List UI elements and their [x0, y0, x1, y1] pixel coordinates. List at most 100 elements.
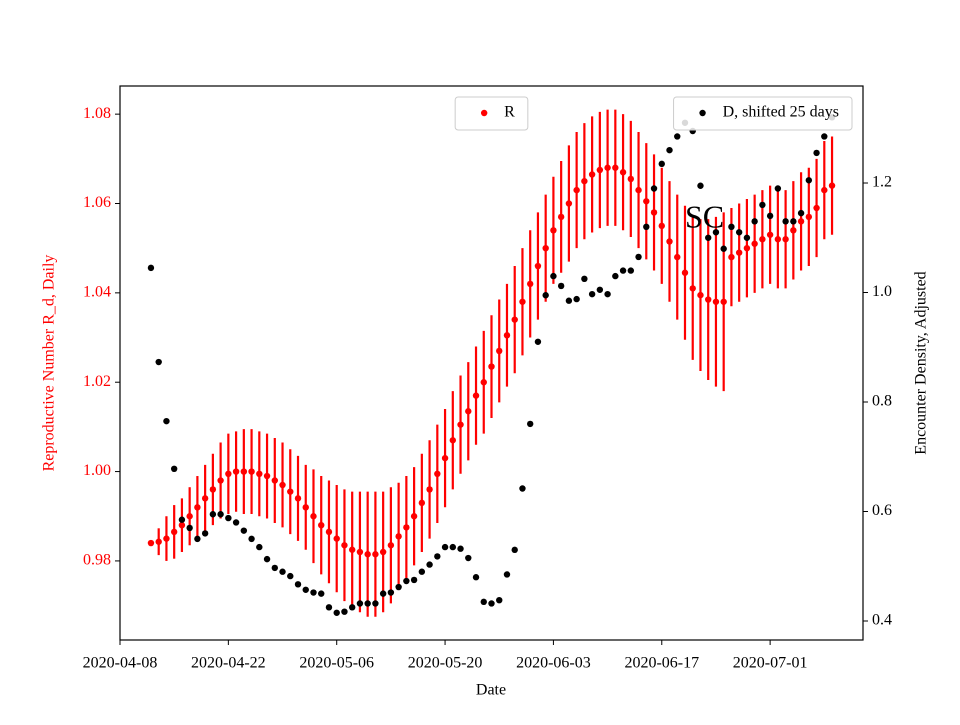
- point: [534, 262, 542, 270]
- point: [681, 269, 689, 276]
- legend: D, shifted 25 days: [673, 96, 853, 131]
- y-tick-label: 1.00: [83, 462, 111, 479]
- point: [225, 470, 232, 477]
- y-tick-label: 1.08: [83, 105, 111, 122]
- point: [573, 295, 580, 303]
- point: [472, 392, 480, 399]
- point: [287, 572, 294, 580]
- point: [256, 543, 263, 551]
- point: [650, 185, 658, 192]
- point: [163, 417, 170, 425]
- point: [581, 275, 588, 283]
- legend-box: [454, 96, 529, 131]
- point: [581, 177, 588, 185]
- point: [209, 486, 217, 493]
- point: [410, 513, 418, 520]
- point: [519, 485, 526, 492]
- point: [627, 175, 635, 183]
- point: [155, 358, 162, 366]
- y2-tick-label: 0.8: [872, 393, 892, 410]
- point: [542, 244, 549, 252]
- point: [341, 608, 348, 615]
- point: [488, 363, 495, 370]
- x-tick-label: 2020-07-01: [733, 655, 808, 672]
- point: [635, 253, 642, 261]
- point: [449, 437, 457, 444]
- x-tick-label: 2020-05-06: [299, 655, 374, 672]
- y-tick-label: 0.98: [83, 552, 111, 569]
- x-tick-label: 2020-06-03: [516, 655, 591, 672]
- point: [782, 236, 789, 243]
- point: [178, 521, 186, 529]
- point: [697, 291, 704, 299]
- point: [557, 213, 565, 221]
- legend-marker: [480, 109, 488, 117]
- point: [534, 338, 542, 345]
- point: [604, 164, 611, 171]
- point: [735, 249, 743, 256]
- point: [735, 229, 743, 236]
- point: [496, 596, 503, 604]
- point: [186, 513, 193, 520]
- point: [372, 600, 379, 607]
- point: [650, 209, 658, 216]
- point: [348, 546, 356, 553]
- point: [488, 600, 495, 607]
- point: [805, 177, 813, 184]
- point: [766, 212, 774, 220]
- point: [457, 545, 464, 552]
- x-tick-label: 2020-06-17: [624, 655, 699, 672]
- point: [387, 589, 395, 596]
- point: [403, 524, 410, 531]
- annotation: SC: [685, 198, 724, 234]
- point: [774, 185, 782, 192]
- point: [441, 454, 449, 462]
- point: [635, 186, 642, 194]
- point: [418, 568, 426, 575]
- point: [434, 553, 441, 560]
- point: [743, 234, 751, 241]
- point: [813, 149, 820, 157]
- point: [619, 267, 627, 274]
- point: [356, 600, 364, 607]
- point: [248, 468, 255, 475]
- point: [318, 590, 325, 597]
- point: [511, 546, 518, 554]
- point: [155, 538, 162, 545]
- point: [170, 465, 178, 473]
- point: [813, 204, 820, 212]
- point: [426, 486, 433, 493]
- point: [356, 548, 364, 556]
- point: [565, 200, 573, 207]
- point: [712, 229, 720, 236]
- point: [643, 198, 650, 205]
- point: [496, 347, 503, 355]
- point: [294, 495, 302, 502]
- point: [387, 542, 395, 549]
- point: [465, 554, 472, 562]
- point: [410, 576, 418, 584]
- point: [379, 590, 387, 597]
- point: [248, 535, 255, 543]
- point: [271, 564, 278, 572]
- point: [302, 504, 309, 511]
- point: [201, 530, 209, 537]
- point: [395, 583, 402, 591]
- point: [217, 477, 224, 484]
- legend-box: [673, 96, 853, 131]
- point: [797, 209, 805, 217]
- point: [805, 213, 813, 221]
- point: [759, 236, 766, 243]
- point: [232, 519, 240, 526]
- point: [596, 166, 604, 174]
- legend-label: D, shifted 25 days: [723, 104, 839, 121]
- x-tick-label: 2020-04-08: [83, 655, 158, 672]
- point: [720, 298, 727, 305]
- point: [147, 539, 155, 547]
- point: [263, 472, 271, 480]
- point: [643, 223, 650, 231]
- y2-tick-label: 1.0: [872, 283, 892, 300]
- axes-frame: [119, 85, 864, 641]
- y2-tick-label: 0.4: [872, 612, 892, 629]
- point: [821, 186, 828, 194]
